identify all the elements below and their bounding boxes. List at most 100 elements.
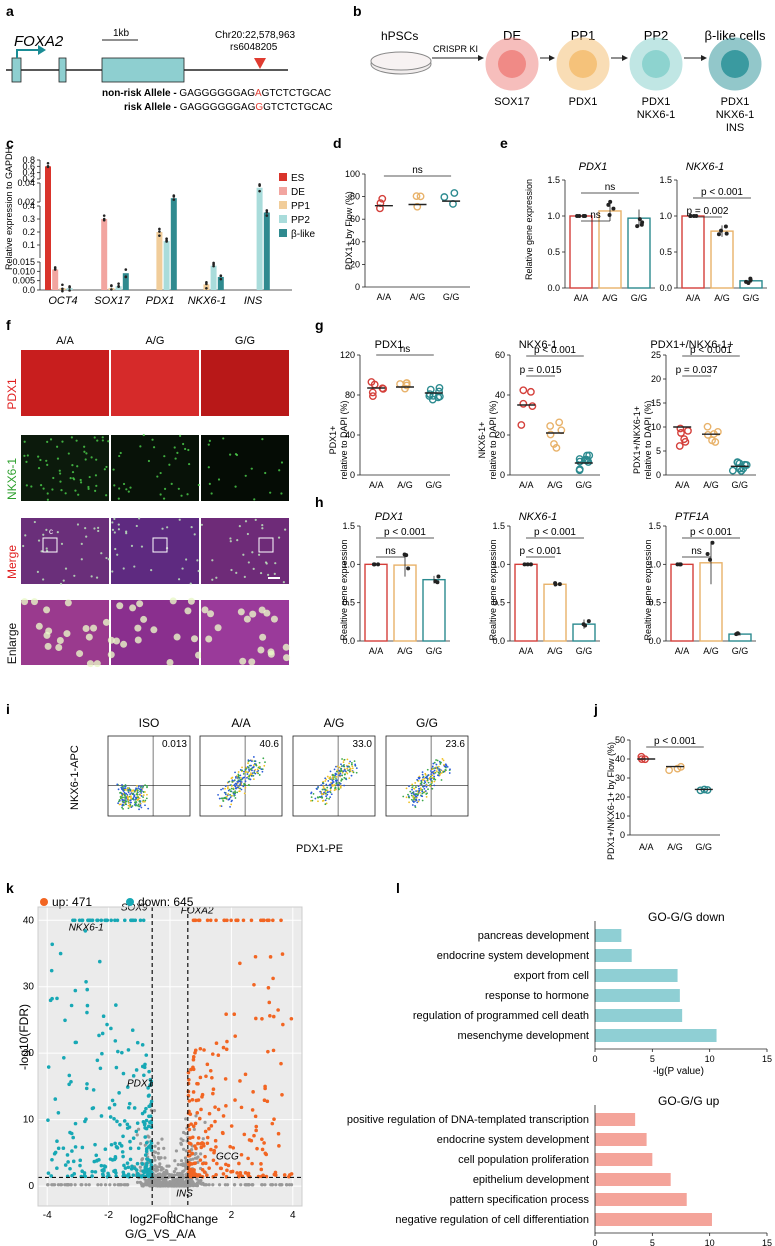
- c-point: [102, 217, 106, 221]
- k-down-point: [78, 1158, 83, 1163]
- i-event-dot: [126, 795, 129, 798]
- f-cell-dot: [140, 545, 144, 548]
- panel-label-j: j: [593, 701, 598, 717]
- k-up-point: [191, 1090, 196, 1094]
- k-ns-point: [152, 1174, 157, 1178]
- i-event-dot: [136, 792, 139, 794]
- k-down-point: [107, 1173, 111, 1178]
- i-event-dot: [426, 792, 428, 795]
- k-down-point: [126, 1165, 131, 1170]
- g2-sig: p < 0.001: [534, 345, 576, 356]
- k-down-point: [120, 1050, 124, 1055]
- i-event-dot: [231, 780, 234, 783]
- f-cell-dot: [208, 439, 211, 442]
- f-cell-dot: [94, 489, 97, 492]
- i-event-dot: [421, 778, 424, 781]
- k-up-point: [190, 1151, 195, 1156]
- i-event-dot: [145, 797, 148, 800]
- i-event-dot: [343, 763, 345, 766]
- i-event-dot: [127, 802, 130, 804]
- k-down-point: [134, 1129, 139, 1134]
- i-event-dot: [408, 785, 410, 788]
- h2-xlabel: A/A: [519, 646, 534, 656]
- k-ns-point: [195, 1177, 199, 1181]
- h1-ytick-label: 0.5: [342, 598, 355, 608]
- i-event-dot: [217, 793, 219, 796]
- k-down-point: [148, 1167, 152, 1171]
- g3-point-A/G: [703, 422, 712, 431]
- k-up-point: [216, 1107, 221, 1112]
- i-event-dot: [412, 797, 415, 799]
- i-plot-title: A/A: [231, 716, 250, 730]
- i-event-dot: [332, 775, 334, 778]
- i-event-dot: [127, 804, 130, 807]
- i-event-dot: [245, 766, 248, 769]
- stage-marker: INS: [726, 122, 744, 134]
- f-cell-dot: [55, 644, 63, 652]
- i-event-dot: [411, 788, 413, 791]
- exon-3: [101, 57, 185, 83]
- k-up-point: [224, 1104, 228, 1108]
- h1-bar-A/A: [364, 563, 388, 642]
- i-event-dot: [246, 773, 249, 776]
- k-up-point: [189, 1122, 193, 1126]
- f-cell-dot: [42, 578, 45, 581]
- k-up-point: [263, 1084, 267, 1089]
- k-ns-point: [287, 1183, 292, 1187]
- f-cell-dot: [21, 598, 29, 606]
- g1-ytick-label: 80: [345, 390, 355, 400]
- i-event-dot: [433, 784, 436, 787]
- f-row-label: Merge: [5, 545, 19, 579]
- i-event-dot: [139, 786, 142, 788]
- h1-xlabel: A/A: [369, 646, 384, 656]
- k-ns-point: [156, 1165, 160, 1169]
- f-cell-dot: [71, 464, 74, 467]
- i-event-dot: [130, 796, 132, 799]
- f-cell-dot: [59, 472, 62, 475]
- c-seg0-ytick-label: 0.010: [12, 266, 35, 276]
- i-event-dot: [229, 805, 231, 808]
- i-event-dot: [329, 789, 332, 792]
- f-cell-dot: [270, 615, 278, 623]
- k-gene-label: NKX6-1: [69, 922, 104, 933]
- i-event-dot: [350, 763, 353, 766]
- panel-label-a: a: [6, 3, 14, 19]
- k-ns-point: [153, 1158, 157, 1162]
- f-cell-dot: [64, 492, 67, 495]
- c-point: [212, 261, 215, 265]
- h2-bar-A/G: [543, 583, 567, 642]
- f-cell-dot: [90, 624, 98, 632]
- i-event-dot: [431, 765, 434, 768]
- k-ns-point: [211, 1183, 215, 1187]
- g2-point-A/A: [526, 387, 535, 396]
- i-event-dot: [431, 771, 434, 774]
- hpsc-label: hPSCs: [381, 29, 418, 43]
- f-cell-dot: [267, 573, 270, 576]
- f-cell-dot: [56, 636, 64, 644]
- k-ns-point: [184, 1117, 188, 1121]
- risk-allele: risk Allele - GAGGGGGGAGGGTCTCTGCAC: [124, 102, 333, 113]
- k-ns-point: [156, 1168, 160, 1172]
- k-down-point: [136, 1146, 141, 1151]
- d-ytick-label: 40: [350, 237, 360, 247]
- c-bar-β-like: [170, 198, 177, 290]
- i-event-dot: [427, 788, 429, 791]
- k-down-point: [102, 1168, 106, 1173]
- f-cell-dot: [208, 482, 211, 485]
- k-ns-point: [162, 1146, 166, 1150]
- i-event-dot: [229, 793, 231, 796]
- l-title-1: GO-G/G up: [658, 1094, 720, 1108]
- k-up-point: [246, 1156, 250, 1161]
- k-ns-point: [139, 1181, 143, 1186]
- k-ns-point: [285, 1183, 289, 1187]
- e-right-bar-A/G: [710, 230, 734, 289]
- k-down-point: [128, 1139, 132, 1144]
- f-cell-dot: [75, 439, 78, 442]
- k-down-point: [131, 1136, 136, 1140]
- i-plot-title: A/G: [324, 716, 345, 730]
- i-event-dot: [140, 795, 143, 797]
- stage-nucleus-icon: [498, 50, 526, 78]
- k-up-point: [192, 1168, 196, 1172]
- k-down-point: [147, 1124, 151, 1129]
- k-down-point: [127, 1101, 132, 1106]
